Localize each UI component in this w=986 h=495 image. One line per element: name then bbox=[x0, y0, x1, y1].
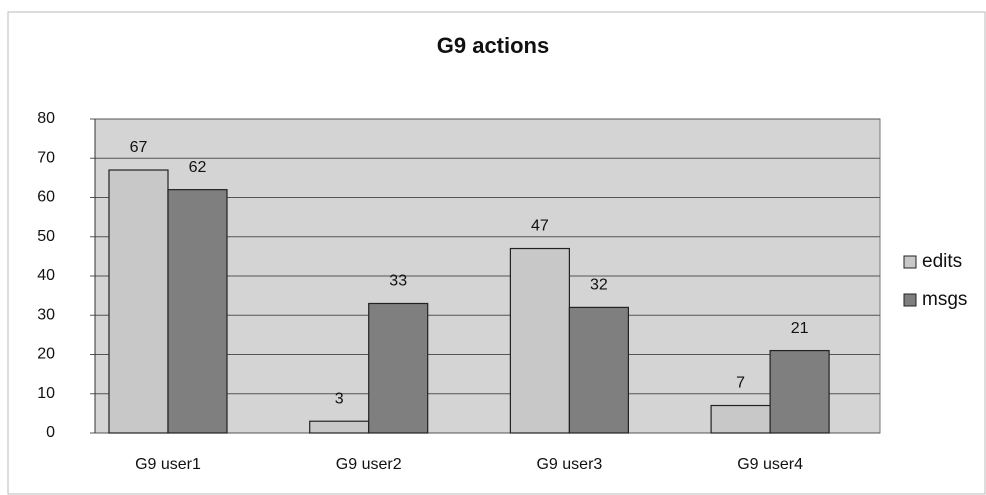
data-label: 7 bbox=[736, 375, 745, 392]
legend-label: edits bbox=[922, 251, 962, 272]
bar bbox=[509, 247, 570, 434]
y-tick-label: 30 bbox=[37, 306, 55, 323]
x-tick-label: G9 user1 bbox=[135, 456, 201, 473]
y-tick-label: 60 bbox=[37, 189, 55, 206]
bar bbox=[309, 420, 370, 434]
data-label: 32 bbox=[590, 277, 608, 294]
data-label: 3 bbox=[335, 390, 344, 407]
legend-swatch bbox=[903, 255, 917, 269]
bar bbox=[769, 349, 830, 434]
bar bbox=[568, 306, 630, 434]
chart-title: G9 actions bbox=[437, 33, 549, 58]
data-label: 21 bbox=[791, 320, 809, 337]
data-label: 67 bbox=[130, 139, 148, 156]
y-tick-label: 0 bbox=[46, 424, 55, 441]
y-tick-label: 40 bbox=[37, 267, 55, 284]
data-label: 33 bbox=[389, 273, 407, 290]
x-tick-label: G9 user2 bbox=[336, 456, 402, 473]
bar bbox=[108, 169, 169, 434]
y-tick-label: 70 bbox=[37, 149, 55, 166]
bar bbox=[368, 302, 429, 434]
y-tick-label: 10 bbox=[37, 385, 55, 402]
y-tick-label: 20 bbox=[37, 346, 55, 363]
x-tick-label: G9 user4 bbox=[737, 456, 803, 473]
legend-label: msgs bbox=[922, 289, 967, 310]
y-tick-label: 50 bbox=[37, 228, 55, 245]
legend-swatch bbox=[903, 293, 917, 307]
y-tick-label: 80 bbox=[37, 110, 55, 127]
bar bbox=[167, 189, 228, 434]
bar bbox=[710, 404, 771, 434]
data-label: 47 bbox=[531, 218, 549, 235]
x-tick-label: G9 user3 bbox=[536, 456, 602, 473]
data-label: 62 bbox=[189, 159, 207, 176]
